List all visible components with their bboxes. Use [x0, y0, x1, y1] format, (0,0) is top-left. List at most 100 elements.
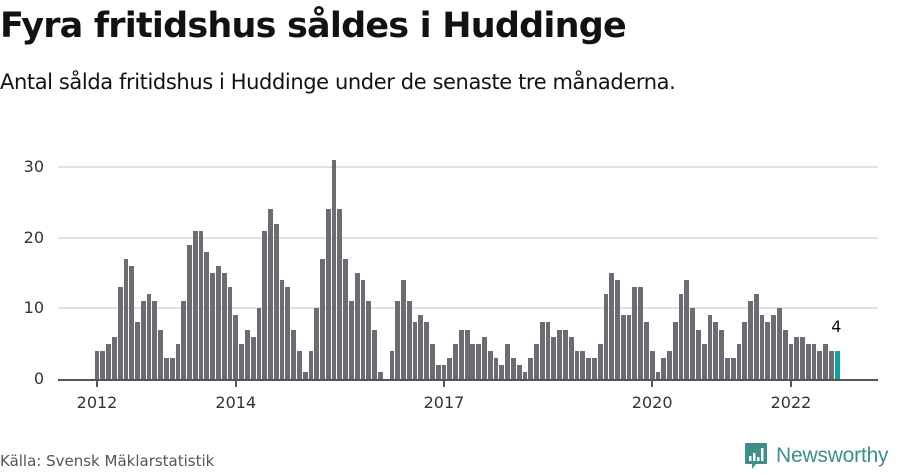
bar [366, 301, 372, 379]
bar [337, 209, 343, 379]
bar [291, 329, 297, 379]
y-tick-label: 10 [23, 298, 44, 318]
bar [447, 357, 453, 379]
bar [389, 350, 395, 379]
bar [638, 287, 643, 379]
bar [672, 322, 678, 379]
bar [782, 329, 788, 379]
newsworthy-logo[interactable]: Newsworthy [744, 442, 889, 470]
bar [701, 343, 707, 379]
bar [331, 159, 337, 379]
bar [111, 336, 117, 379]
bar [713, 322, 719, 379]
x-tick-label: 2017 [423, 393, 465, 412]
bar [516, 364, 522, 379]
bar [690, 308, 696, 379]
bar [551, 336, 557, 379]
bar [106, 343, 111, 379]
bar [684, 280, 690, 379]
bar [239, 343, 244, 379]
bar [302, 371, 308, 379]
bar [539, 322, 545, 379]
bar [244, 329, 250, 379]
highlighted-bar [834, 350, 840, 379]
bar [649, 350, 655, 379]
bar [377, 371, 383, 379]
bar [158, 329, 163, 379]
bar [730, 357, 736, 379]
bar [325, 209, 331, 379]
bar [273, 223, 279, 379]
x-tick-label: 2012 [76, 393, 118, 412]
bar [314, 308, 320, 379]
bar [499, 364, 505, 379]
chart-title: Fyra fritidshus såldes i Huddinge [0, 6, 627, 46]
bar [753, 294, 759, 379]
bar [250, 336, 256, 379]
x-tick-mark [651, 380, 654, 387]
bar [285, 287, 291, 379]
bar [794, 336, 800, 379]
brand-name: Newsworthy [776, 444, 889, 467]
bar [788, 343, 794, 379]
bar [453, 343, 458, 379]
bar-chart: 0 10 20 30 2012 2014 2017 2020 2022 4 [0, 140, 900, 420]
bar [279, 280, 285, 379]
bar [117, 287, 123, 379]
bar [163, 357, 169, 379]
bar [759, 315, 765, 379]
x-tick-mark [442, 380, 445, 387]
bar [169, 357, 175, 379]
bar [678, 294, 684, 379]
bar [823, 343, 829, 379]
bar-chart-logo-icon [744, 442, 768, 470]
bar [545, 322, 551, 379]
bar [510, 357, 516, 379]
x-tick-label: 2022 [770, 393, 812, 412]
y-tick-label: 20 [23, 227, 44, 247]
bar [522, 371, 528, 379]
y-tick-label: 0 [33, 369, 44, 388]
bar [198, 230, 204, 379]
bar [586, 357, 591, 379]
gridline [58, 307, 878, 310]
bar [505, 343, 510, 379]
bar [620, 315, 626, 379]
bar [655, 371, 661, 379]
bar [268, 209, 273, 379]
bar [406, 301, 412, 379]
bar [424, 322, 430, 379]
bar [320, 258, 325, 379]
bar [591, 357, 597, 379]
bar [724, 357, 730, 379]
bar [100, 350, 106, 379]
bar [233, 315, 239, 379]
bar [609, 273, 615, 379]
bar [181, 301, 187, 379]
bar [210, 273, 216, 379]
bar [736, 343, 742, 379]
bar [458, 329, 464, 379]
bar [719, 329, 724, 379]
bar [123, 258, 129, 379]
bar [534, 343, 539, 379]
bar [557, 329, 563, 379]
bar [603, 294, 609, 379]
bar [354, 273, 360, 379]
bar [349, 301, 354, 379]
bar [776, 308, 782, 379]
bar [615, 280, 620, 379]
bar [667, 350, 672, 379]
bar [175, 343, 181, 379]
bar [800, 336, 805, 379]
bar [435, 364, 441, 379]
bar [829, 350, 834, 379]
bar [412, 322, 418, 379]
bar [262, 230, 268, 379]
x-tick-mark [789, 380, 792, 387]
bar [129, 265, 135, 379]
bar [216, 265, 221, 379]
bar [568, 336, 574, 379]
bar [817, 350, 823, 379]
bar [661, 357, 667, 379]
